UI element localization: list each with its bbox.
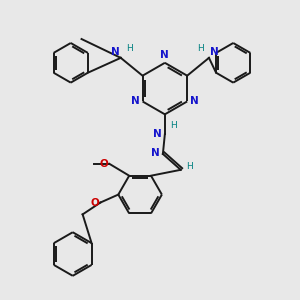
Text: H: H xyxy=(126,44,133,53)
Text: H: H xyxy=(197,44,204,53)
Text: N: N xyxy=(153,129,162,139)
Text: N: N xyxy=(111,47,120,57)
Text: H: H xyxy=(170,121,177,130)
Text: N: N xyxy=(210,47,219,57)
Text: N: N xyxy=(151,148,160,158)
Text: O: O xyxy=(91,197,100,208)
Text: O: O xyxy=(100,159,108,169)
Text: N: N xyxy=(131,97,140,106)
Text: N: N xyxy=(190,97,199,106)
Text: N: N xyxy=(160,50,169,60)
Text: H: H xyxy=(186,162,192,171)
